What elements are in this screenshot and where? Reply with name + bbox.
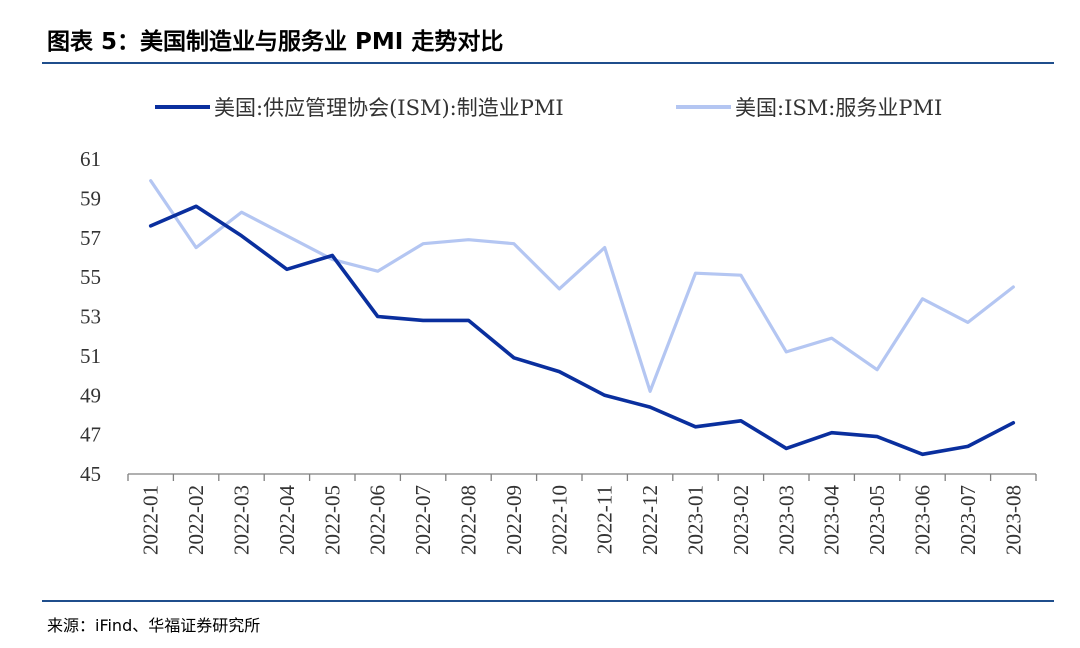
x-tick-label: 2023-01 <box>684 485 708 555</box>
x-tick-label: 2023-04 <box>820 485 844 555</box>
x-tick-label: 2022-03 <box>230 485 254 555</box>
x-tick-label: 2023-03 <box>774 485 798 555</box>
plot-area <box>148 179 1016 457</box>
y-tick-label: 49 <box>80 383 101 407</box>
y-tick-label: 51 <box>80 344 101 368</box>
x-tick-label: 2022-06 <box>366 485 390 555</box>
x-tick-label: 2023-08 <box>1001 485 1025 555</box>
y-tick-label: 53 <box>80 305 101 329</box>
source-note: 来源：iFind、华福证券研究所 <box>47 616 261 635</box>
x-tick-label: 2023-02 <box>729 485 753 555</box>
x-tick-label: 2023-06 <box>911 485 935 555</box>
x-axis: 2022-01 2022-02 2022-03 2022-04 2022-05 2022-… <box>127 473 1037 555</box>
y-tick-label: 61 <box>80 147 101 171</box>
x-tick-label: 2022-01 <box>139 485 163 555</box>
legend-label-2: 美国:ISM:服务业PMI <box>735 96 942 120</box>
y-tick-label: 57 <box>80 226 101 250</box>
x-tick-label: 2022-10 <box>547 485 571 555</box>
chart-title: 图表 5：美国制造业与服务业 PMI 走势对比 <box>47 29 504 55</box>
x-tick-label: 2022-05 <box>320 485 344 555</box>
x-tick-label: 2022-02 <box>184 485 208 555</box>
y-axis: 45 47 49 51 53 55 57 59 61 <box>80 147 101 486</box>
line-chart: 美国:供应管理协会(ISM):制造业PMI 美国:ISM:服务业PMI 45474… <box>80 96 1037 555</box>
x-tick-label: 2022-09 <box>502 485 526 555</box>
x-tick-label: 2022-12 <box>638 485 662 555</box>
bottom-divider <box>42 600 1054 602</box>
x-tick-label: 2023-05 <box>865 485 889 555</box>
x-tick-label: 2022-11 <box>593 485 617 554</box>
legend-label-1: 美国:供应管理协会(ISM):制造业PMI <box>214 96 564 120</box>
x-tick-label: 2022-07 <box>411 485 435 555</box>
y-tick-label: 45 <box>80 462 101 486</box>
x-tick-label: 2022-04 <box>275 485 299 555</box>
y-tick-label: 47 <box>80 423 101 447</box>
y-tick-label: 59 <box>80 186 101 210</box>
x-tick-label: 2023-07 <box>956 485 980 555</box>
chart-legend: 美国:供应管理协会(ISM):制造业PMI 美国:ISM:服务业PMI <box>155 96 942 120</box>
x-tick-label: 2022-08 <box>457 485 481 555</box>
series-line-2 <box>149 179 1015 393</box>
top-divider <box>42 62 1054 64</box>
series-line-1 <box>148 204 1016 457</box>
y-tick-label: 55 <box>80 265 101 289</box>
